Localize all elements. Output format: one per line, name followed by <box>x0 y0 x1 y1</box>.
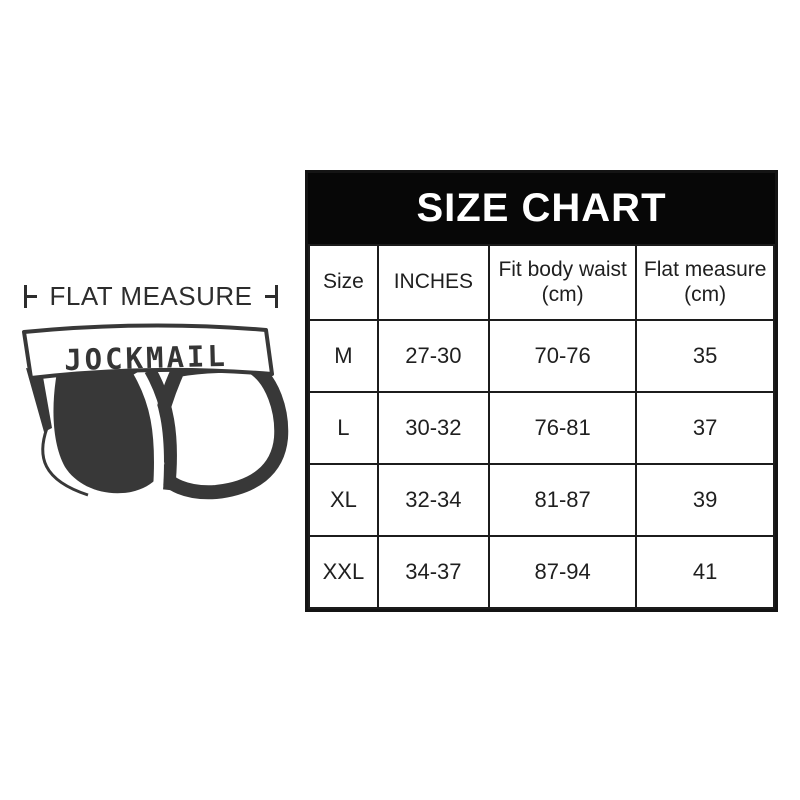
cell-waist-cm: 87-94 <box>487 535 638 609</box>
measure-right-line <box>265 294 275 298</box>
col-header-inches: INCHES <box>376 244 490 321</box>
cell-inches: 34-37 <box>376 535 490 609</box>
cell-waist-cm: 81-87 <box>487 463 638 537</box>
cell-inches: 30-32 <box>376 391 490 465</box>
table-row-xl: XL 32-34 81-87 39 <box>308 463 775 537</box>
cell-size: XXL <box>308 535 379 609</box>
left-leg-strap <box>26 368 52 432</box>
col-header-size: Size <box>308 244 379 321</box>
cell-inches: 27-30 <box>376 319 490 393</box>
cell-flat-cm: 37 <box>635 391 775 465</box>
table-row-l: L 30-32 76-81 37 <box>308 391 775 465</box>
flat-measure-dimension-line: FLAT MEASURE <box>24 281 278 311</box>
cell-waist-cm: 76-81 <box>487 391 638 465</box>
left-strap-contour <box>41 427 89 497</box>
header-row: Size INCHES Fit body waist (cm) Flat mea… <box>308 244 775 321</box>
measure-left-line <box>27 294 37 298</box>
cell-waist-cm: 70-76 <box>487 319 638 393</box>
size-grid: Size INCHES Fit body waist (cm) Flat mea… <box>308 244 775 609</box>
jockstrap-illustration: JOCKMAIL <box>22 323 289 500</box>
table-row-xxl: XXL 34-37 87-94 41 <box>308 535 775 609</box>
col-header-fit-body-waist: Fit body waist (cm) <box>487 244 638 321</box>
cell-size: M <box>308 319 379 393</box>
cell-size: L <box>308 391 379 465</box>
flat-measure-label: FLAT MEASURE <box>49 280 253 311</box>
size-chart-title: SIZE CHART <box>308 173 775 244</box>
table-row-m: M 27-30 70-76 35 <box>308 319 775 393</box>
cell-flat-cm: 39 <box>635 463 775 537</box>
brand-logo: JOCKMAIL <box>64 339 229 377</box>
measure-right-cap <box>275 284 278 308</box>
pouch <box>53 370 167 494</box>
cell-size: XL <box>308 463 379 537</box>
measure-left-cap <box>24 284 27 308</box>
cell-flat-cm: 35 <box>635 319 775 393</box>
waistband <box>22 323 274 380</box>
cell-inches: 32-34 <box>376 463 490 537</box>
col-header-flat-measure: Flat measure (cm) <box>635 244 775 321</box>
pouch-highlight <box>133 369 165 491</box>
cell-flat-cm: 41 <box>635 535 775 609</box>
size-chart-table: SIZE CHART Size INCHES Fit body waist (c… <box>305 170 778 612</box>
strap-seam <box>144 367 177 491</box>
